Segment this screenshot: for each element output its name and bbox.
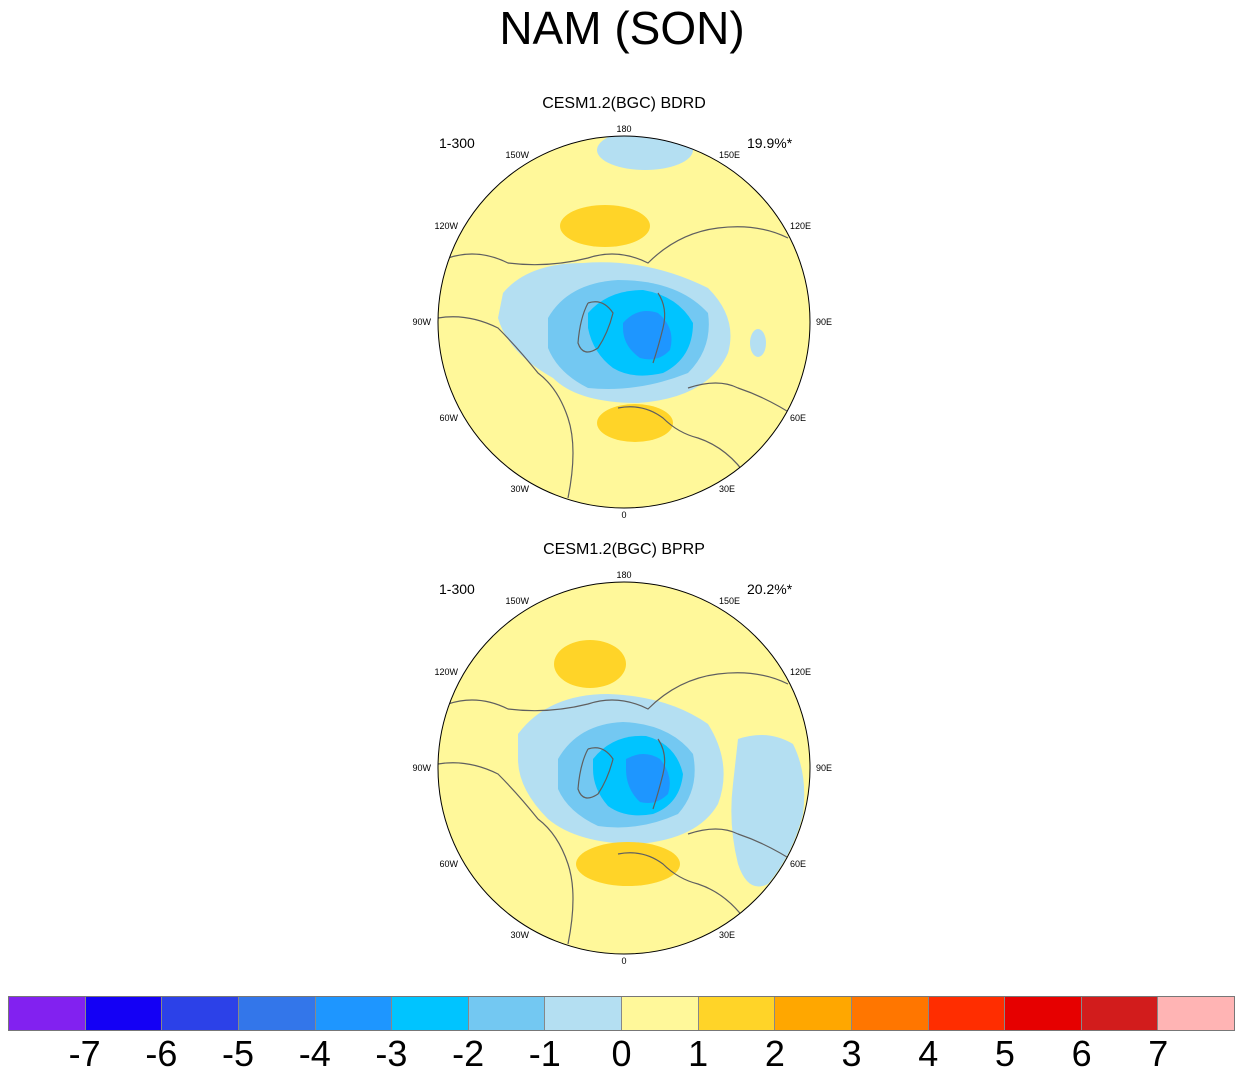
colorbar-segment [1081, 997, 1159, 1030]
colorbar [8, 996, 1235, 1031]
map-boundary [437, 135, 811, 509]
colorbar-segment [468, 997, 546, 1030]
colorbar-tick-label: -6 [145, 1033, 178, 1074]
lon-label-60w: 60W [439, 859, 458, 869]
asia-negative-anomaly [731, 735, 805, 887]
lon-label-0: 0 [621, 510, 626, 520]
colorbar-tick-label: 6 [1071, 1033, 1092, 1074]
colorbar-tick-label: -7 [68, 1033, 101, 1074]
lon-label-180: 180 [616, 570, 631, 580]
colorbar-segment [698, 997, 776, 1030]
colorbar-tick-label: -2 [452, 1033, 485, 1074]
europe-positive-anomaly [597, 404, 673, 442]
colorbar-tick-label: 2 [764, 1033, 785, 1074]
colorbar-segment [162, 997, 239, 1030]
panel-1-polar-map: 180 150E 120E 90E 60E 30E 0 30W 60W 90W … [412, 124, 832, 520]
lon-label-90e: 90E [816, 763, 832, 773]
colorbar-tick-label: 5 [994, 1033, 1015, 1074]
europe-positive-anomaly [576, 842, 680, 886]
colorbar-tick-label: -1 [528, 1033, 561, 1074]
lon-label-120w: 120W [434, 667, 458, 677]
colorbar-tick-label: 4 [918, 1033, 939, 1074]
lon-label-60w: 60W [439, 413, 458, 423]
panel-2-title: CESM1.2(BGC) BPRP [543, 541, 705, 558]
colorbar-segment [545, 997, 622, 1030]
colorbar-tick-label: 0 [611, 1033, 632, 1074]
north-pacific-positive-anomaly [560, 205, 650, 247]
colorbar-segment [315, 997, 393, 1030]
lon-label-90e: 90E [816, 317, 832, 327]
asia-negative-patch [750, 329, 766, 357]
panel-1-period-label: 1-300 [439, 135, 475, 151]
lon-label-30w: 30W [510, 484, 529, 494]
colorbar-segment [775, 997, 852, 1030]
panel-2-polar-map: 180 150E 120E 90E 60E 30E 0 30W 60W 90W … [412, 570, 832, 966]
lon-label-60e: 60E [790, 859, 806, 869]
colorbar-segment [1158, 997, 1234, 1030]
lon-label-150w: 150W [505, 596, 529, 606]
lon-label-30e: 30E [719, 930, 735, 940]
lon-label-0: 0 [621, 956, 626, 966]
lon-label-120e: 120E [790, 667, 811, 677]
colorbar-segment [851, 997, 929, 1030]
colorbar-segment [85, 997, 163, 1030]
lon-label-120e: 120E [790, 221, 811, 231]
lon-label-30w: 30W [510, 930, 529, 940]
colorbar-tick-label: 1 [688, 1033, 709, 1074]
arctic-level-4-negative [623, 310, 672, 360]
map-boundary [437, 581, 811, 955]
lon-label-150w: 150W [505, 150, 529, 160]
lon-label-150e: 150E [719, 596, 740, 606]
colorbar-tick-label: 7 [1148, 1033, 1169, 1074]
colorbar-segment [9, 997, 86, 1030]
coastlines [438, 672, 799, 945]
lon-label-120w: 120W [434, 221, 458, 231]
colorbar-tick-label: -5 [222, 1033, 255, 1074]
colorbar-tick-label: -4 [298, 1033, 331, 1074]
colorbar-tick-label: 3 [841, 1033, 862, 1074]
north-pacific-positive-anomaly [554, 640, 626, 688]
colorbar-segment [238, 997, 316, 1030]
panel-2-period-label: 1-300 [439, 581, 475, 597]
lon-label-30e: 30E [719, 484, 735, 494]
colorbar-segment [622, 997, 699, 1030]
lon-label-150e: 150E [719, 150, 740, 160]
panel-1-variance-label: 19.9%* [747, 135, 793, 151]
lon-label-90w: 90W [412, 317, 431, 327]
colorbar-tick-label: -3 [375, 1033, 408, 1074]
coastlines [438, 226, 799, 499]
colorbar-segment [928, 997, 1006, 1030]
main-title: NAM (SON) [499, 2, 745, 54]
lon-label-180: 180 [616, 124, 631, 134]
lon-label-90w: 90W [412, 763, 431, 773]
panel-1-title: CESM1.2(BGC) BDRD [542, 95, 706, 112]
colorbar-segment [392, 997, 469, 1030]
colorbar-segment [1005, 997, 1082, 1030]
lon-label-60e: 60E [790, 413, 806, 423]
panel-2-variance-label: 20.2%* [747, 581, 793, 597]
